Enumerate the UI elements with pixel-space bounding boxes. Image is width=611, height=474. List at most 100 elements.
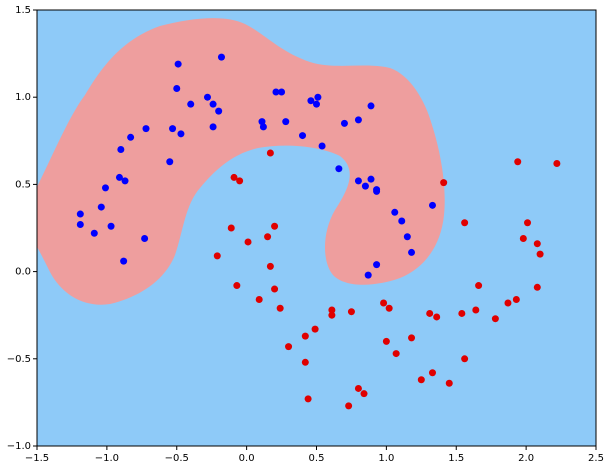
x-tick-label: 0.5 [309,453,325,464]
y-tick-label: 1.5 [15,5,31,16]
x-tick-label: −0.5 [165,453,189,464]
point [97,203,105,211]
point [227,224,235,232]
point [120,257,128,265]
point [166,158,174,166]
point [385,304,393,312]
point [255,296,263,304]
point [266,262,274,270]
point [380,299,388,307]
point [76,210,84,218]
point [304,395,312,403]
point [426,309,434,317]
point [428,201,436,209]
point [408,334,416,342]
point [173,84,181,92]
point [264,233,272,241]
point [328,311,336,319]
point [307,97,315,105]
point [328,306,336,314]
point [367,102,375,110]
point [340,119,348,127]
point [354,384,362,392]
point [403,233,411,241]
point [282,118,290,126]
point [524,219,532,227]
point [272,88,280,96]
point [391,208,399,216]
point [533,240,541,248]
x-tick-label: 2.0 [518,453,534,464]
point [101,184,109,192]
point [169,125,177,133]
point [301,358,309,366]
point [213,252,221,260]
point [440,179,448,187]
x-tick-label: 1.5 [448,453,464,464]
point [373,187,381,195]
point [458,309,466,317]
point [382,337,390,345]
point [398,217,406,225]
point [233,282,241,290]
point [236,177,244,185]
point [115,173,123,181]
x-tick-label: 2.5 [588,453,604,464]
point [472,306,480,314]
y-tick-label: 0.0 [15,267,31,278]
point [392,350,400,358]
point [76,221,84,229]
point [203,93,211,101]
point [313,100,320,108]
point [301,332,309,340]
x-tick-label: −1.5 [25,453,49,464]
point [433,313,441,321]
point [533,283,541,291]
region-red [37,18,445,305]
point [417,376,425,384]
x-tick-label: 0.0 [239,453,255,464]
point [311,325,319,333]
point [335,165,343,173]
point [318,142,326,150]
point [354,177,362,185]
y-tick-label: −0.5 [7,354,31,365]
point [367,175,375,183]
point [187,100,195,108]
point [285,343,293,351]
point [278,88,286,96]
point [209,123,217,131]
point [373,261,381,269]
point [504,299,512,307]
point [141,234,149,242]
point [217,53,225,61]
point [408,248,416,256]
point [107,222,115,230]
point [276,304,284,312]
point [209,100,217,108]
point [174,60,182,68]
point [361,182,369,190]
x-tick-label: 1.0 [378,453,394,464]
point [354,116,362,124]
point [364,271,372,279]
point [512,296,520,304]
point [428,369,436,377]
x-tick-label: −1.0 [95,453,119,464]
point [117,146,125,154]
point [299,132,307,140]
point [266,149,274,157]
point [360,390,368,398]
point [259,123,267,131]
point [345,402,353,410]
point [244,238,252,246]
point [177,130,185,138]
point [461,355,469,363]
point [90,229,98,237]
point [519,234,527,242]
y-tick-label: −1.0 [7,441,31,452]
point [314,93,322,101]
point [271,222,279,230]
point [461,219,469,227]
